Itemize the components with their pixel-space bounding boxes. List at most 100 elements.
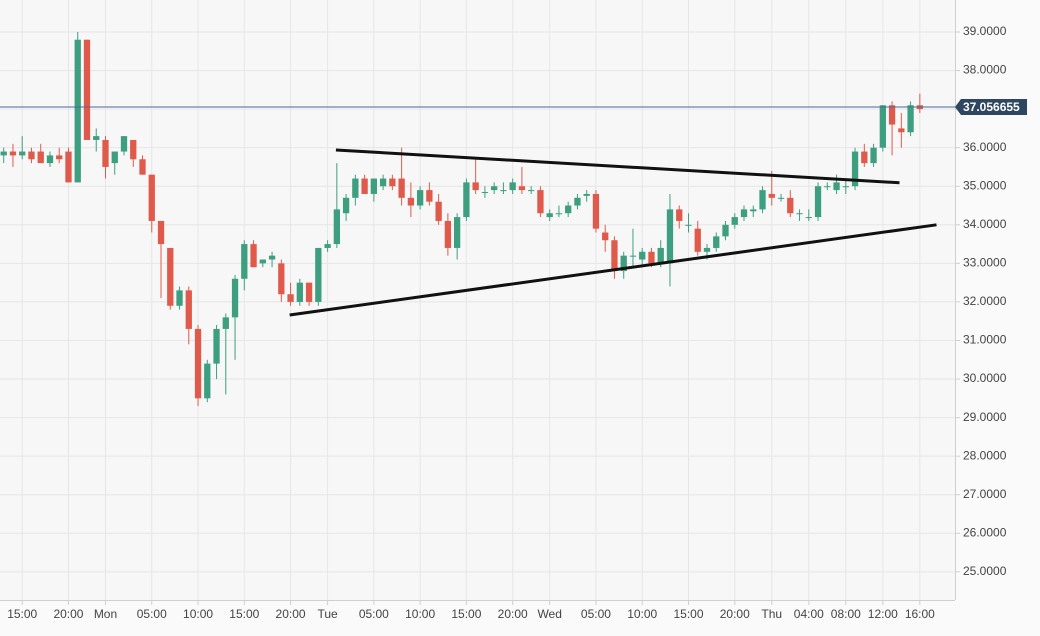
candle-body [453,217,461,248]
candle-body [111,151,118,164]
x-tick-label: 20:00 [720,607,750,621]
candle-body [426,190,433,202]
plot-area [0,0,955,600]
y-tick-label: 33.0000 [963,256,1007,270]
candle-body [56,155,63,160]
candle-body [28,151,35,160]
candle-body [740,209,748,218]
y-tick-label: 32.0000 [963,294,1007,308]
candle-body [657,247,664,264]
candle-body [296,282,303,302]
price-label: 37.056655 [963,100,1020,114]
x-tick-label: 15:00 [7,607,37,621]
candle-body [861,151,868,164]
candle-body [666,209,674,264]
candle-body [185,290,192,329]
x-tick-label: 20:00 [276,607,306,621]
candle-body [157,220,165,245]
candle-body [93,136,100,140]
candle-body [592,193,600,229]
candle-body [65,151,72,183]
x-tick-label: Tue [317,607,338,621]
candle-body [204,363,211,399]
candle-body [37,151,44,164]
y-tick-label: 36.0000 [963,140,1007,154]
candle-body [722,224,729,237]
candle-body [231,278,239,318]
candle-body [120,136,128,152]
x-tick-label: 12:00 [868,607,898,621]
candle-body [342,197,350,214]
candle-body [814,186,822,218]
candle-body [250,244,257,268]
labels: 25.0000 26.0000 27.0000 28.0000 29.0000 30.00… [7,24,1027,621]
candle-body [537,190,544,214]
candle-body [416,190,424,206]
candle-body [472,182,479,191]
trend-line [335,148,900,185]
candle-body [352,178,359,198]
candle-body [305,282,313,302]
candle-body [676,209,683,221]
x-tick-label: 05:00 [137,607,167,621]
candle-body [518,186,526,191]
candle-body [574,197,581,206]
y-tick-label: 34.0000 [963,217,1007,231]
candle-body [379,178,387,187]
candle-body [46,155,54,164]
x-tick-label: 05:00 [359,607,389,621]
candle-body [611,240,618,272]
y-tick-label: 31.0000 [963,333,1007,347]
x-tick-label: 15:00 [673,607,703,621]
candle-body [287,294,294,302]
candle-body [694,228,701,252]
candle-body [703,247,711,252]
candle-body [639,251,646,260]
candle-body [241,244,248,279]
candle-body [500,190,507,192]
candle-body [555,213,563,215]
candle-body [222,317,229,329]
candle-body [851,151,859,187]
candle-body [0,151,7,156]
trend-line [289,223,937,317]
y-tick-label: 25.0000 [963,564,1007,578]
x-tick-label: Wed [537,607,561,621]
candle-body [565,205,572,214]
candle-body [796,213,803,215]
candle-body [787,197,794,214]
x-tick-label: 10:00 [183,607,213,621]
candle-body [315,247,322,302]
candle-body [435,201,442,221]
candle-body [731,217,738,225]
candle-body [879,105,886,148]
candle-body [370,178,378,194]
candle-body [870,147,877,164]
candle-body [768,193,775,198]
x-tick-label: 20:00 [53,607,83,621]
candle-body [620,255,627,272]
candle-body [583,193,590,196]
candle-body [602,232,609,241]
x-tick-label: 08:00 [831,607,861,621]
candle-body [509,182,516,191]
candle-body [102,139,109,167]
candle-body [481,192,489,194]
x-tick-label: 04:00 [794,607,824,621]
y-tick-label: 38.0000 [963,63,1007,77]
marks [0,32,955,407]
candle-body [907,105,914,133]
candle-body [213,328,220,364]
y-tick-label: 26.0000 [963,525,1007,539]
candle-body [148,174,155,221]
candle-body [278,263,285,295]
candle-body [19,151,26,156]
candle-body [888,105,896,125]
x-tick-label: Thu [761,607,782,621]
candle-body [194,328,202,399]
x-tick-label: 10:00 [405,607,435,621]
candle-body [898,128,905,133]
grid [0,0,960,605]
candle-body [333,209,340,245]
